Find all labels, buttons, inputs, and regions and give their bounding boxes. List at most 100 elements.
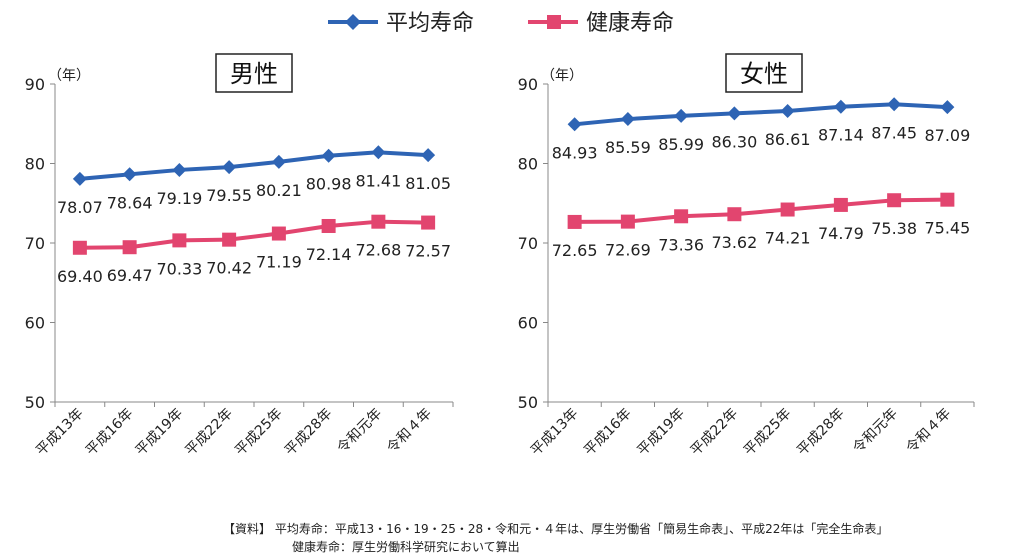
data-point-diamond (620, 112, 635, 127)
y-tick-label: 90 (25, 75, 45, 94)
data-point-square (674, 209, 689, 224)
data-point-diamond (172, 162, 187, 177)
data-point-square (122, 240, 137, 255)
series-line-1 (79, 219, 429, 250)
y-tick-label: 90 (518, 75, 538, 94)
data-label: 78.07 (57, 198, 103, 217)
x-tick-label: 平成16年 (581, 406, 635, 460)
y-axis-unit-label: （年） (48, 68, 90, 84)
y-tick-label: 80 (25, 155, 45, 174)
data-point-square (780, 202, 795, 217)
data-label: 87.45 (871, 123, 917, 142)
data-point-diamond (72, 171, 87, 186)
data-point-square (567, 214, 582, 229)
data-point-square (833, 197, 848, 212)
series-line-0 (79, 150, 429, 181)
legend-label-0: 平均寿命 (386, 11, 474, 36)
data-point-square (887, 193, 902, 208)
x-tick-label: 令和４年 (384, 406, 435, 457)
x-tick-label: 令和元年 (850, 406, 901, 457)
x-tick-label: 令和元年 (334, 406, 385, 457)
data-label: 72.69 (605, 241, 651, 260)
y-tick-label: 80 (518, 155, 538, 174)
data-label: 85.99 (658, 135, 704, 154)
data-label: 75.45 (924, 219, 970, 238)
data-label: 79.19 (156, 189, 202, 208)
data-label: 87.09 (924, 126, 970, 145)
data-point-diamond (321, 148, 336, 163)
x-tick-label: 平成19年 (634, 406, 688, 460)
data-label: 74.79 (818, 224, 864, 243)
data-label: 73.36 (658, 235, 704, 254)
data-point-square (172, 233, 187, 248)
series-line-0 (574, 102, 948, 127)
data-label: 75.38 (871, 219, 917, 238)
source-note: 【資料】 平均寿命：平成13・16・19・25・28・令和元・４年は、厚生労働省… (223, 522, 889, 536)
x-tick-label: 平成22年 (182, 406, 236, 460)
x-tick-label: 平成28年 (282, 406, 336, 460)
data-label: 72.14 (306, 245, 352, 264)
data-point-diamond (222, 160, 237, 175)
panel-title: 男性 (230, 60, 278, 88)
data-label: 80.98 (306, 175, 352, 194)
data-point-square (321, 218, 336, 233)
data-point-diamond (674, 108, 689, 123)
x-tick-label: 平成28年 (794, 406, 848, 460)
data-point-square (421, 215, 436, 230)
data-point-square (271, 226, 286, 241)
data-point-diamond (833, 99, 848, 114)
x-tick-label: 平成16年 (83, 406, 137, 460)
legend: 平均寿命 健康寿命 (328, 11, 674, 36)
panel-title: 女性 (740, 60, 788, 88)
data-point-square (72, 240, 87, 255)
data-point-diamond (940, 100, 955, 115)
x-tick-label: 平成25年 (232, 406, 286, 460)
data-label: 72.65 (552, 241, 598, 260)
data-point-square (371, 214, 386, 229)
data-point-diamond (567, 117, 582, 132)
y-tick-label: 50 (518, 393, 538, 412)
data-label: 84.93 (552, 143, 598, 162)
data-label: 80.21 (256, 181, 302, 200)
data-point-square (620, 214, 635, 229)
y-tick-label: 50 (25, 393, 45, 412)
x-tick-label: 平成13年 (528, 406, 582, 460)
data-label: 81.41 (355, 171, 401, 190)
legend-label-1: 健康寿命 (586, 11, 674, 36)
data-point-square (940, 192, 955, 207)
data-label: 87.14 (818, 126, 864, 145)
source-note-health: 健康寿命：厚生労働科学研究において算出 (292, 540, 520, 554)
legend-marker-diamond (345, 14, 361, 30)
y-tick-label: 70 (518, 234, 538, 253)
data-label: 74.21 (765, 229, 811, 248)
data-label: 79.55 (206, 186, 252, 205)
data-point-diamond (271, 154, 286, 169)
data-label: 70.33 (156, 259, 202, 278)
data-point-diamond (371, 145, 386, 160)
data-point-square (222, 232, 237, 247)
data-label: 85.59 (605, 138, 651, 157)
data-point-diamond (887, 97, 902, 112)
data-point-diamond (421, 148, 436, 163)
data-label: 81.05 (405, 174, 451, 193)
data-label: 69.40 (57, 267, 103, 286)
data-point-diamond (780, 103, 795, 118)
y-tick-label: 70 (25, 234, 45, 253)
x-tick-label: 平成22年 (688, 406, 742, 460)
x-tick-label: 平成19年 (133, 406, 187, 460)
data-point-diamond (727, 106, 742, 121)
data-label: 86.61 (765, 130, 811, 149)
panel-title-box (725, 53, 803, 93)
x-tick-label: 平成25年 (741, 406, 795, 460)
y-tick-label: 60 (25, 314, 45, 333)
data-point-square (727, 207, 742, 222)
legend-marker-square (547, 15, 561, 29)
y-tick-label: 60 (518, 314, 538, 333)
x-tick-label: 令和４年 (903, 406, 954, 457)
male-chart-panel: 50 60 70 80 90 （年） 男性平成13年平成16年平成19年平成22年平成25年… (25, 53, 454, 460)
y-axis-unit-label: （年） (541, 68, 583, 84)
data-label: 86.30 (711, 132, 757, 151)
data-label: 72.68 (355, 241, 401, 260)
data-label: 70.42 (206, 259, 252, 278)
data-point-diamond (122, 167, 137, 182)
